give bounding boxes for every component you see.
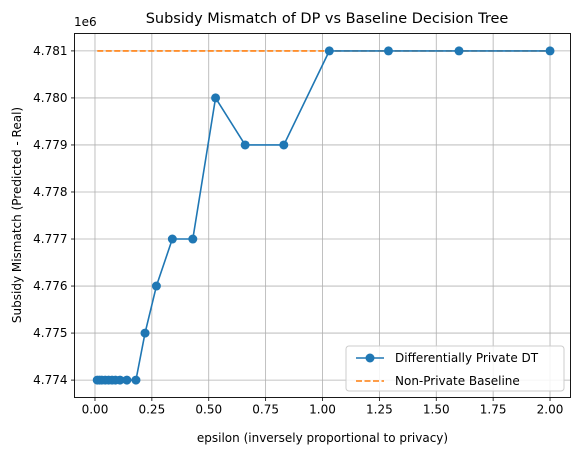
legend-label-dp: Differentially Private DT — [395, 351, 539, 365]
y-tick-label: 4.777 — [33, 232, 67, 246]
x-tick-label: 1.00 — [309, 403, 336, 417]
x-tick-label: 0.50 — [195, 403, 222, 417]
y-tick-label: 4.779 — [33, 138, 67, 152]
y-tick-label: 4.781 — [33, 44, 67, 58]
x-tick-label: 2.00 — [537, 403, 564, 417]
data-point — [188, 234, 198, 244]
y-offset-label: 1e6 — [74, 15, 97, 29]
data-point — [167, 234, 177, 244]
y-tick-label: 4.775 — [33, 326, 67, 340]
y-tick-label: 4.778 — [33, 185, 67, 199]
data-point — [545, 46, 555, 56]
y-axis-ticks: 4.774 4.775 4.776 4.777 4.778 4.779 4.780 4.781 — [33, 44, 75, 387]
x-tick-label: 1.50 — [423, 403, 450, 417]
x-axis-label: epsilon (inversely proportional to priva… — [197, 431, 448, 445]
legend-box — [345, 345, 565, 392]
y-tick-label: 4.776 — [33, 279, 67, 293]
chart-title: Subsidy Mismatch of DP vs Baseline Decis… — [146, 11, 509, 27]
data-point — [140, 328, 150, 338]
data-point — [115, 375, 125, 385]
plot-frame — [74, 33, 571, 398]
legend: Differentially Private DT Non-Private Ba… — [345, 345, 565, 392]
series-layer — [92, 46, 555, 385]
legend-label-baseline: Non-Private Baseline — [395, 374, 520, 388]
x-tick-label: 1.75 — [480, 403, 507, 417]
x-tick-label: 1.25 — [366, 403, 393, 417]
data-point — [151, 281, 161, 291]
data-point — [383, 46, 393, 56]
x-tick-label: 0.00 — [82, 403, 109, 417]
data-point — [131, 375, 141, 385]
data-point — [279, 140, 289, 150]
y-axis-label: Subsidy Mismatch (Predicted - Real) — [10, 107, 24, 323]
y-tick-label: 4.774 — [33, 373, 67, 387]
data-point — [240, 140, 250, 150]
x-tick-label: 0.75 — [252, 403, 279, 417]
x-tick-label: 0.25 — [138, 403, 165, 417]
legend-marker-dp — [365, 353, 375, 363]
data-point — [122, 375, 132, 385]
x-axis-ticks: 0.00 0.25 0.50 0.75 1.00 1.25 1.50 1.75 2.00 — [82, 397, 564, 417]
data-point — [324, 46, 334, 56]
data-point — [454, 46, 464, 56]
y-tick-label: 4.780 — [33, 91, 67, 105]
data-point — [211, 93, 221, 103]
